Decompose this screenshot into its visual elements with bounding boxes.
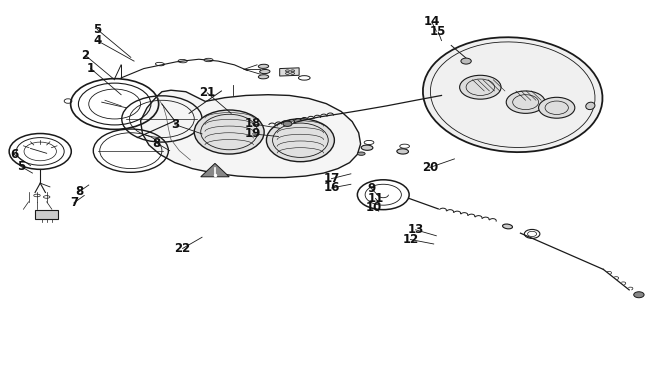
Ellipse shape	[358, 152, 365, 155]
Circle shape	[460, 75, 501, 99]
Polygon shape	[280, 68, 299, 76]
Text: 21: 21	[199, 86, 215, 99]
Text: 6: 6	[10, 148, 18, 161]
Text: 7: 7	[70, 196, 78, 209]
Circle shape	[539, 97, 575, 118]
Ellipse shape	[258, 75, 268, 79]
Text: 17: 17	[323, 172, 339, 185]
Polygon shape	[201, 163, 229, 177]
Text: 4: 4	[93, 34, 101, 47]
Text: 12: 12	[402, 233, 419, 246]
Text: 9: 9	[367, 182, 376, 195]
Text: 10: 10	[366, 201, 382, 214]
Text: 3: 3	[171, 118, 179, 131]
Text: 5: 5	[17, 160, 25, 173]
Ellipse shape	[502, 224, 512, 229]
Ellipse shape	[586, 102, 595, 109]
Ellipse shape	[194, 110, 264, 154]
Ellipse shape	[258, 64, 268, 68]
Text: 8: 8	[153, 137, 161, 150]
Circle shape	[283, 121, 292, 126]
Text: 11: 11	[367, 192, 383, 205]
Ellipse shape	[397, 149, 408, 154]
Text: 2: 2	[81, 49, 90, 62]
Text: 5: 5	[93, 23, 101, 36]
Ellipse shape	[361, 145, 373, 150]
Text: 15: 15	[430, 26, 447, 38]
Ellipse shape	[423, 37, 603, 152]
Ellipse shape	[266, 119, 334, 162]
Text: 14: 14	[424, 15, 440, 29]
Circle shape	[461, 58, 471, 64]
Text: 18: 18	[244, 117, 261, 130]
Ellipse shape	[259, 70, 270, 74]
Text: 1: 1	[86, 62, 95, 75]
Text: 22: 22	[174, 242, 190, 255]
Text: 20: 20	[422, 161, 438, 174]
Text: 19: 19	[244, 127, 261, 140]
Text: 16: 16	[323, 182, 340, 194]
Polygon shape	[35, 210, 58, 218]
Circle shape	[634, 292, 644, 298]
Text: 13: 13	[408, 223, 424, 236]
Text: 8: 8	[75, 185, 83, 198]
Polygon shape	[140, 90, 361, 177]
Circle shape	[506, 91, 545, 113]
